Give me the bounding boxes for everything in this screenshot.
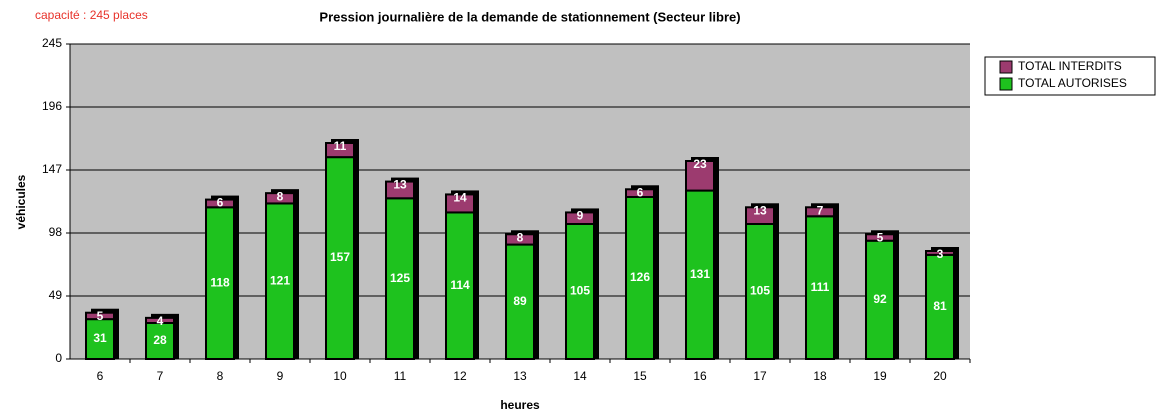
y-axis-label: véhicules <box>14 174 28 229</box>
legend-label: TOTAL AUTORISES <box>1018 76 1127 90</box>
data-label: 81 <box>933 299 947 313</box>
bar-segment <box>685 160 715 192</box>
bar-segment <box>265 192 295 205</box>
bar-segment <box>205 206 235 360</box>
x-tick-label: 13 <box>513 369 527 383</box>
data-label: 6 <box>217 196 224 210</box>
bar-segment <box>565 211 595 226</box>
data-label: 125 <box>390 271 410 285</box>
x-tick-label: 6 <box>97 369 104 383</box>
data-label: 11 <box>334 139 347 153</box>
bar-segment <box>805 215 835 360</box>
bar-segment <box>685 189 715 360</box>
bar-segment <box>805 206 835 218</box>
x-tick-label: 8 <box>217 369 224 383</box>
data-label: 6 <box>637 185 644 199</box>
bar-segment <box>385 197 415 360</box>
y-tick-label: 0 <box>55 351 62 365</box>
bar-segment <box>865 233 895 242</box>
bar-segment <box>625 188 655 199</box>
chart-title: Pression journalière de la demande de st… <box>319 9 740 24</box>
x-tick-label: 10 <box>333 369 347 383</box>
x-tick-label: 12 <box>453 369 467 383</box>
data-label: 5 <box>97 309 104 323</box>
data-label: 7 <box>817 203 824 217</box>
bar-segment <box>385 180 415 200</box>
data-label: 28 <box>153 333 167 347</box>
data-label: 111 <box>811 280 830 294</box>
x-tick-label: 15 <box>633 369 647 383</box>
bar-segment <box>265 202 295 360</box>
data-label: 9 <box>577 209 584 223</box>
data-label: 92 <box>873 292 887 306</box>
data-label: 131 <box>690 267 710 281</box>
bar-segment <box>505 233 535 246</box>
x-tick-label: 11 <box>394 369 407 383</box>
data-label: 13 <box>393 178 407 192</box>
y-tick-label: 147 <box>42 162 62 176</box>
legend-swatch <box>999 60 1013 74</box>
data-label: 14 <box>453 191 467 205</box>
bar-segment <box>205 198 235 209</box>
legend-swatch <box>999 77 1013 91</box>
bar-segment <box>85 318 115 360</box>
annotation: capacité : 245 places <box>35 8 148 22</box>
data-label: 114 <box>450 278 470 292</box>
y-tick-label: 98 <box>49 225 63 239</box>
x-tick-label: 18 <box>813 369 827 383</box>
data-label: 3 <box>937 247 944 261</box>
data-label: 105 <box>750 284 770 298</box>
x-tick-label: 14 <box>573 369 587 383</box>
data-label: 121 <box>270 273 290 287</box>
data-label: 8 <box>277 189 284 203</box>
y-tick-label: 245 <box>42 36 62 50</box>
x-tick-label: 9 <box>277 369 284 383</box>
x-tick-label: 20 <box>933 369 947 383</box>
data-label: 8 <box>517 230 524 244</box>
y-tick-label: 196 <box>42 99 62 113</box>
bar-segment <box>745 206 775 226</box>
x-axis-label: heures <box>500 398 540 412</box>
data-label: 118 <box>210 275 230 289</box>
x-tick-label: 16 <box>693 369 707 383</box>
data-label: 5 <box>877 230 884 244</box>
bar-segment <box>145 316 175 325</box>
bar-segment <box>925 250 955 256</box>
bar-segment <box>85 311 115 321</box>
bar-segment <box>565 223 595 360</box>
y-tick-label: 49 <box>49 288 63 302</box>
data-label: 105 <box>570 284 590 298</box>
bar-segment <box>445 193 475 214</box>
bar-segment <box>325 142 355 159</box>
data-label: 13 <box>753 203 767 217</box>
data-label: 4 <box>157 314 164 328</box>
bar-segment <box>925 253 955 361</box>
legend-box <box>984 56 1156 96</box>
x-tick-label: 19 <box>873 369 887 383</box>
data-label: 23 <box>693 157 707 171</box>
legend-label: TOTAL INTERDITS <box>1018 59 1122 73</box>
data-label: 89 <box>513 294 527 308</box>
bar-segment <box>865 239 895 360</box>
data-label: 31 <box>93 331 107 345</box>
x-tick-label: 17 <box>753 369 767 383</box>
data-label: 126 <box>630 270 650 284</box>
bar-segment <box>325 156 355 360</box>
x-tick-label: 7 <box>157 369 164 383</box>
data-label: 157 <box>330 250 350 264</box>
